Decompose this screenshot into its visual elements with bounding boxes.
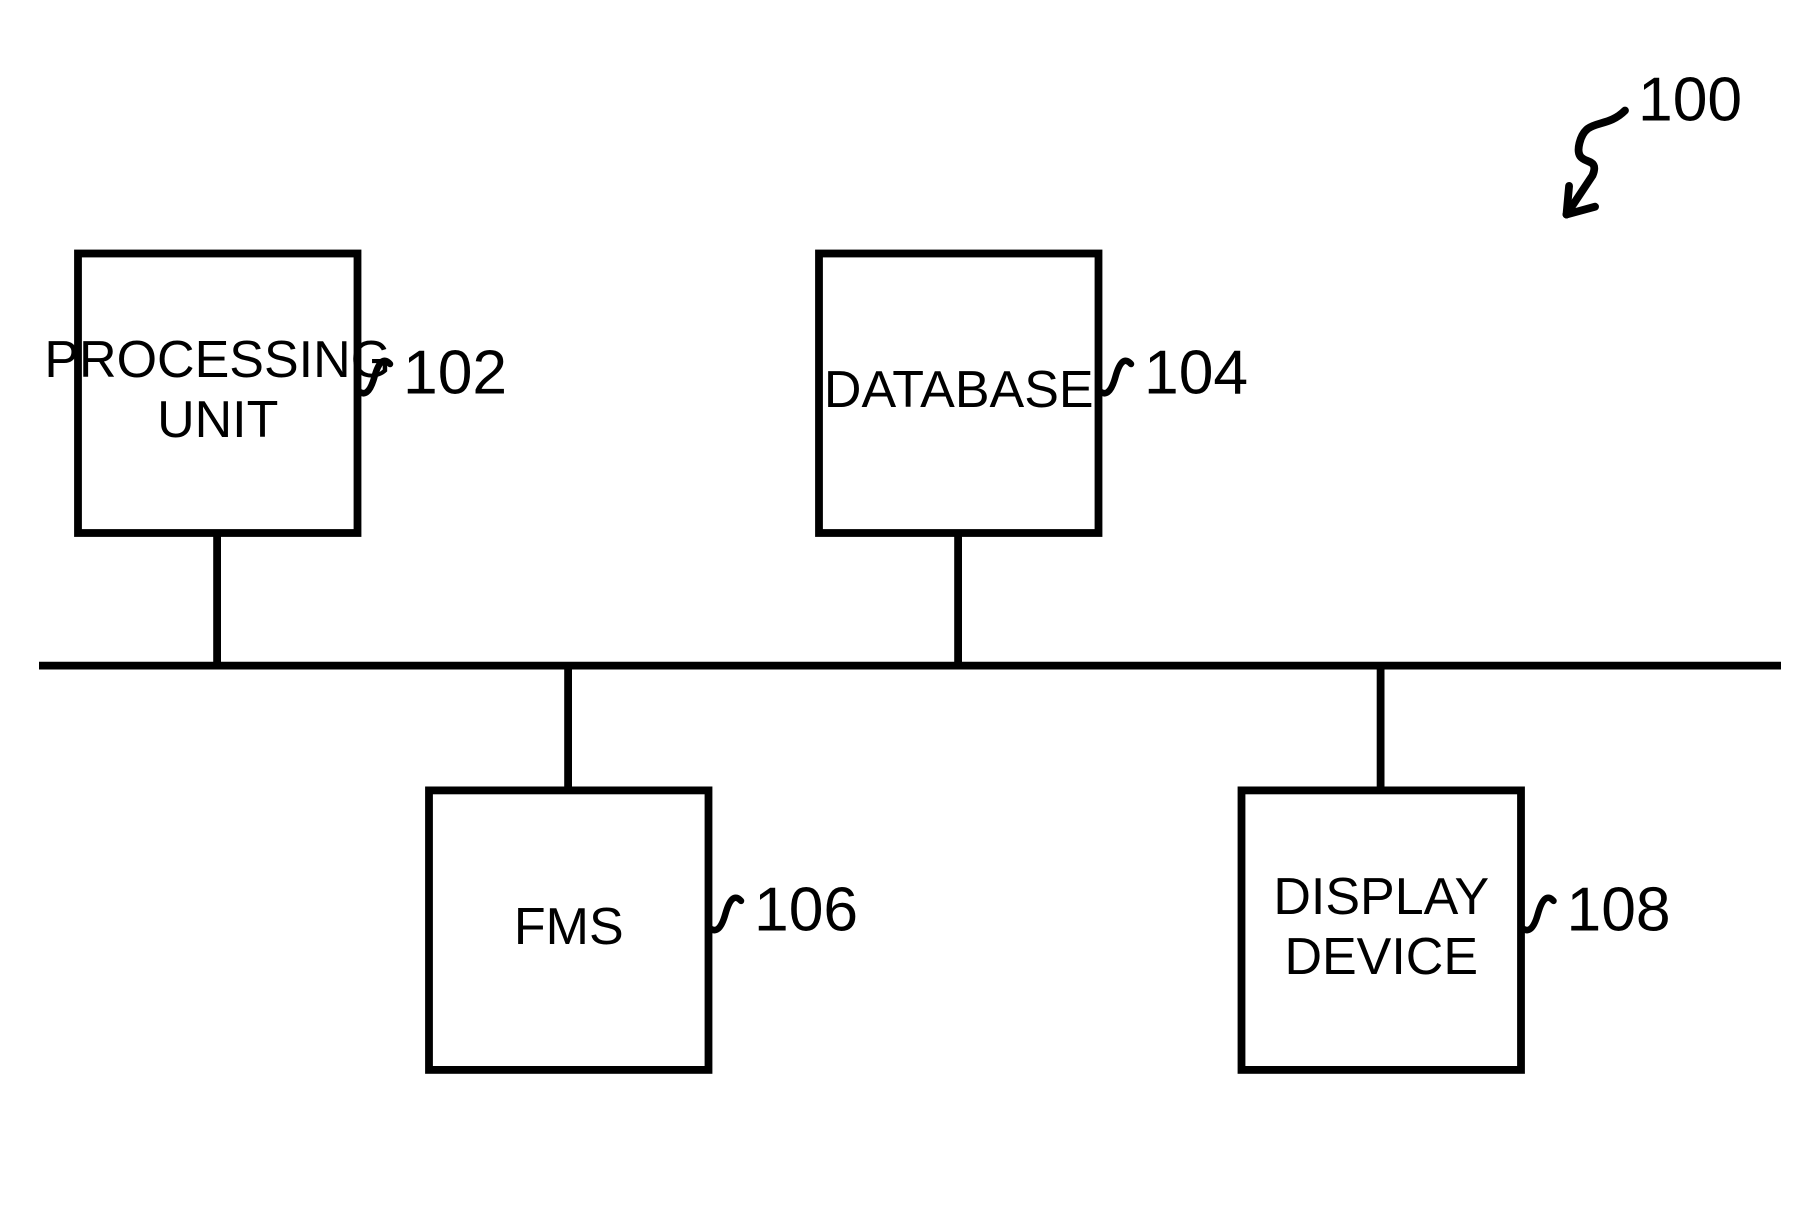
processing-unit-label: UNIT (157, 391, 278, 449)
display-device-label: DEVICE (1284, 928, 1478, 986)
display-device-label: DISPLAY (1273, 868, 1489, 926)
display-device-leader (1521, 898, 1554, 930)
fms-refnum: 106 (754, 875, 858, 944)
database-leader (1099, 361, 1132, 393)
processing-unit-refnum: 102 (403, 338, 507, 407)
fms-label: FMS (514, 898, 624, 956)
display-device-refnum: 108 (1567, 875, 1671, 944)
database-refnum: 104 (1144, 338, 1248, 407)
figure-refnum: 100 (1638, 65, 1742, 134)
figure-ref-arrow (1567, 110, 1626, 214)
database-label: DATABASE (824, 361, 1094, 419)
processing-unit-label: PROCESSING (44, 331, 391, 389)
fms-leader (709, 898, 742, 930)
